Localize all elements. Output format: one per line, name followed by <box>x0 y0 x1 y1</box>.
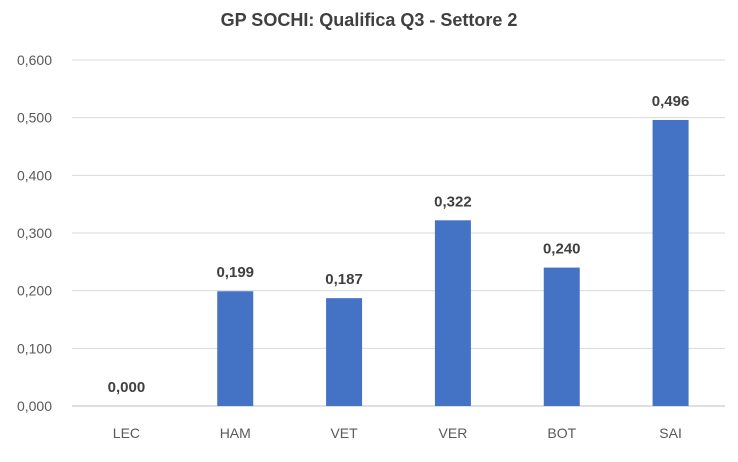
data-label: 0,187 <box>325 271 363 288</box>
data-label: 0,322 <box>434 193 472 210</box>
y-tick-label: 0,500 <box>17 110 52 126</box>
x-tick-label: BOT <box>547 425 576 441</box>
data-label: 0,240 <box>543 241 581 258</box>
data-label: 0,000 <box>108 379 146 396</box>
bar <box>543 267 580 406</box>
x-tick-label: LEC <box>113 425 140 441</box>
y-tick-label: 0,100 <box>17 340 52 356</box>
y-tick-label: 0,300 <box>17 225 52 241</box>
y-tick-label: 0,000 <box>17 398 52 414</box>
bar <box>434 220 471 406</box>
x-tick-label: SAI <box>659 425 682 441</box>
chart-title: GP SOCHI: Qualifica Q3 - Settore 2 <box>220 10 518 30</box>
y-tick-label: 0,200 <box>17 283 52 299</box>
bar <box>652 119 689 407</box>
bar <box>326 298 363 406</box>
y-tick-label: 0,600 <box>17 52 52 68</box>
x-tick-label: VER <box>439 425 468 441</box>
y-tick-label: 0,400 <box>17 167 52 183</box>
data-label: 0,199 <box>216 264 254 281</box>
data-label: 0,496 <box>652 93 690 110</box>
bar <box>217 291 254 406</box>
x-tick-label: VET <box>330 425 358 441</box>
x-tick-label: HAM <box>220 425 251 441</box>
